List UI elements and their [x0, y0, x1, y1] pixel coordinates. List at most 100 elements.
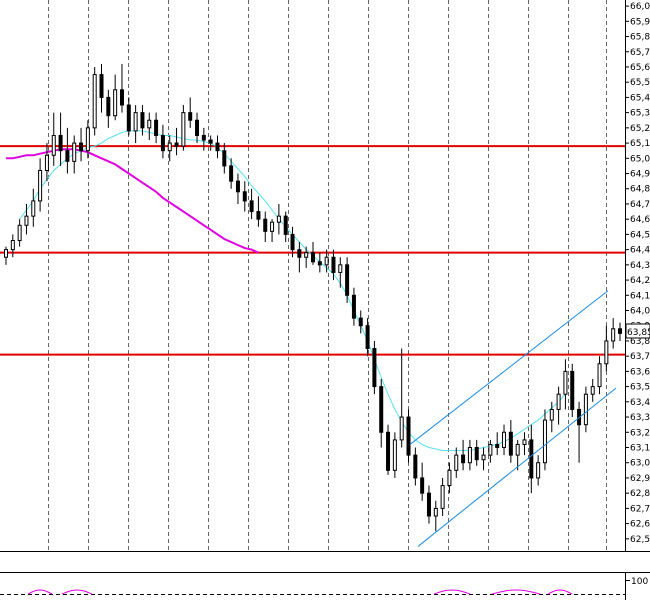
- oscillator-line: [491, 589, 541, 595]
- candle-body: [358, 317, 363, 327]
- price-tick-label: 63,2: [630, 428, 650, 438]
- candle-body: [529, 439, 534, 479]
- candle: [379, 379, 384, 448]
- candle: [488, 439, 493, 463]
- last-price-badge: 63,85: [625, 323, 650, 339]
- candle-body: [542, 419, 547, 464]
- price-tick-label: 66,0: [630, 2, 650, 12]
- price-tick-label: 64,8: [630, 185, 650, 195]
- candle: [365, 318, 370, 357]
- price-tick-label: 65,4: [630, 93, 650, 103]
- candle: [79, 127, 84, 162]
- candle-body: [126, 104, 131, 132]
- price-tick-label: 63,6: [630, 367, 650, 377]
- candle-body: [222, 150, 227, 167]
- candle: [358, 310, 363, 334]
- candle-body: [276, 215, 281, 223]
- candle-body: [386, 431, 391, 471]
- candle: [51, 112, 56, 166]
- candle-body: [51, 134, 56, 156]
- candle-body: [160, 134, 165, 152]
- candle-body: [522, 439, 527, 445]
- price-tick-label: 65,1: [630, 139, 650, 149]
- long-ma-line: [6, 148, 259, 254]
- candle: [17, 219, 22, 247]
- candle: [242, 181, 247, 212]
- candle-body: [58, 134, 63, 152]
- candle-body: [474, 446, 479, 461]
- candle-body: [317, 261, 322, 266]
- vertical-gridlines: [48, 0, 607, 551]
- candle: [474, 439, 479, 466]
- candle: [201, 127, 206, 151]
- candle-body: [174, 142, 179, 147]
- candle: [188, 97, 193, 128]
- candle-body: [365, 325, 370, 350]
- candle: [522, 432, 527, 456]
- candle: [113, 74, 118, 121]
- candle: [276, 203, 281, 235]
- candle-body: [38, 169, 43, 202]
- candle: [290, 226, 295, 258]
- candle: [454, 447, 459, 478]
- oscillator-line: [61, 589, 93, 595]
- price-tick-label: 63,4: [630, 398, 650, 408]
- price-tick-label: 64,0: [630, 307, 650, 317]
- candle: [85, 120, 90, 159]
- candle-body: [502, 431, 507, 448]
- candle: [65, 127, 70, 174]
- candle-body: [508, 431, 513, 456]
- candle: [270, 219, 275, 243]
- candle: [10, 234, 15, 258]
- price-tick-label: 65,5: [630, 78, 650, 88]
- candle-body: [4, 249, 8, 258]
- candle: [583, 386, 588, 433]
- candle: [304, 246, 309, 268]
- oscillator-lines: [27, 589, 573, 595]
- candle-body: [72, 142, 77, 162]
- candle: [338, 257, 343, 288]
- candle: [181, 105, 186, 151]
- price-tick-label: 62,7: [630, 504, 650, 514]
- candle: [297, 242, 302, 273]
- candle: [570, 363, 575, 418]
- candle-body: [440, 485, 445, 509]
- candle-body: [495, 443, 500, 448]
- oscillator-panel: 100: [0, 572, 650, 600]
- candle: [44, 143, 49, 182]
- candle: [351, 287, 356, 326]
- candle-body: [454, 454, 459, 471]
- candle: [208, 135, 213, 151]
- candle-body: [256, 211, 261, 220]
- candle: [542, 409, 547, 471]
- candle-body: [570, 370, 575, 410]
- price-tick-label: 63,5: [630, 383, 650, 393]
- price-tick-label: 63,7: [630, 352, 650, 362]
- candle-body: [549, 408, 554, 421]
- candle-body: [24, 215, 29, 226]
- candle: [502, 424, 507, 456]
- price-tick-label: 64,5: [630, 230, 650, 240]
- price-axis: 62,5 62,6 62,7 62,8 62,9 63,0 63,1 63,2 63,3 63,4…: [625, 2, 650, 545]
- candle: [618, 322, 622, 341]
- candle: [556, 386, 561, 425]
- candle-body: [10, 239, 15, 251]
- candle-body: [556, 393, 561, 410]
- candle: [140, 105, 145, 136]
- candle: [420, 462, 425, 501]
- candle: [263, 211, 268, 243]
- candle: [461, 439, 466, 471]
- price-tick-label: 64,6: [630, 215, 650, 225]
- candle: [215, 135, 220, 159]
- main-plot-background: [0, 0, 625, 551]
- candle: [515, 439, 520, 471]
- candle-body: [249, 200, 254, 213]
- candle: [392, 432, 397, 478]
- candle: [440, 477, 445, 516]
- candle: [106, 89, 111, 128]
- candle-body: [583, 393, 588, 426]
- candle-body: [406, 416, 411, 456]
- price-tick-label: 62,8: [630, 489, 650, 499]
- candle: [529, 424, 534, 494]
